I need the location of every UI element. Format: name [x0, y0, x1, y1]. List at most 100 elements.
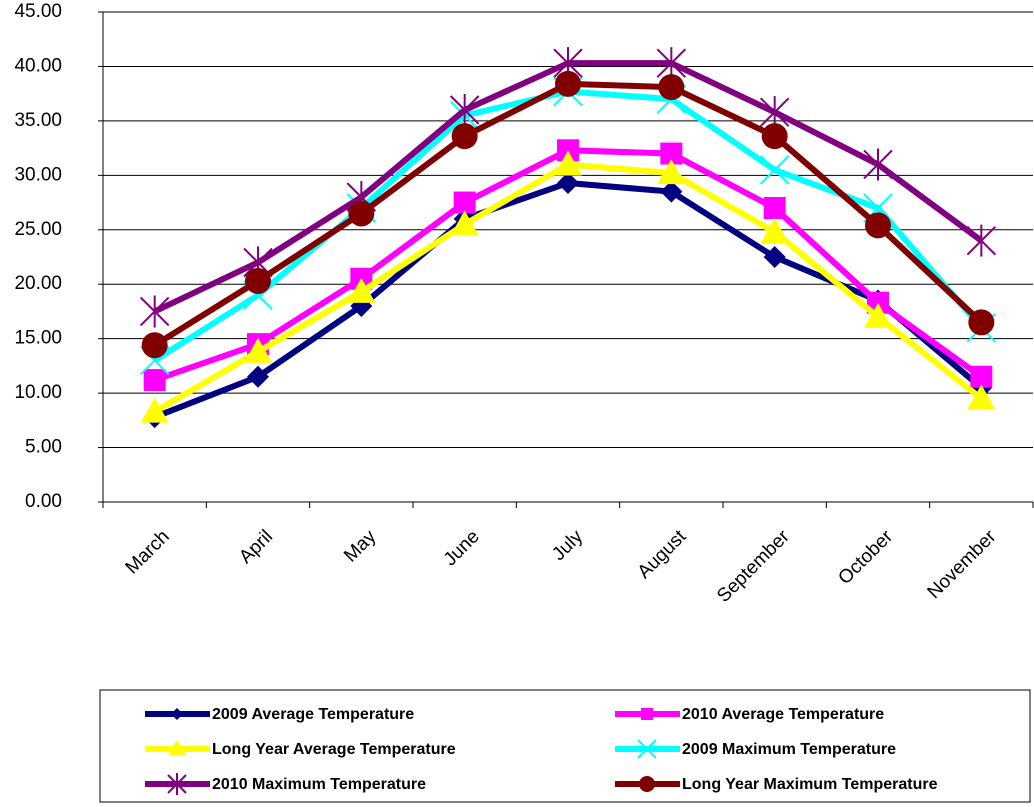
marker-shape [656, 47, 687, 80]
marker [555, 70, 581, 97]
marker-shape [863, 148, 893, 181]
marker [554, 150, 582, 176]
marker [970, 365, 993, 388]
x-tick-label: June [440, 526, 484, 570]
marker [637, 739, 657, 759]
marker-shape [763, 246, 786, 268]
y-tick-label: 20.00 [14, 273, 62, 294]
marker [867, 291, 889, 314]
x-tick-label: July [548, 526, 587, 565]
marker [140, 397, 169, 423]
marker [557, 139, 579, 162]
marker [761, 123, 788, 150]
x-tick-label: November [924, 526, 1001, 603]
marker-shape [660, 142, 683, 165]
x-tick-label: April [235, 526, 277, 568]
marker-shape [968, 309, 995, 336]
marker [139, 295, 170, 328]
series-line [153, 88, 984, 363]
marker [967, 384, 996, 410]
marker-shape [867, 291, 889, 314]
legend-label: Long Year Average Temperature [212, 741, 456, 758]
marker-shape [637, 739, 657, 759]
marker-shape [247, 365, 269, 388]
marker [141, 332, 168, 359]
marker [657, 159, 686, 185]
series-line [153, 80, 984, 348]
y-tick-label: 10.00 [14, 382, 62, 403]
marker [171, 708, 183, 720]
marker-shape [864, 302, 892, 328]
marker [763, 197, 786, 219]
marker-shape [761, 123, 788, 150]
marker [763, 246, 786, 268]
marker-shape [555, 70, 581, 97]
marker-shape [557, 171, 579, 194]
legend-box [99, 689, 1031, 803]
marker-shape [554, 150, 582, 176]
marker [656, 47, 687, 80]
legend-label: 2009 Maximum Temperature [682, 741, 896, 758]
marker-shape [763, 197, 786, 219]
marker [247, 365, 269, 388]
marker-shape [759, 96, 790, 129]
x-tick-label: May [340, 526, 381, 567]
legend-label: 2009 Average Temperature [212, 706, 414, 723]
marker [449, 94, 480, 126]
marker-shape [140, 397, 169, 423]
y-tick-label: 5.00 [25, 437, 62, 458]
y-tick-label: 0.00 [25, 491, 62, 512]
marker [451, 123, 478, 150]
y-tick-label: 25.00 [14, 219, 62, 240]
legend-label: 2010 Average Temperature [682, 706, 884, 723]
marker-shape [143, 369, 166, 392]
marker [347, 277, 376, 303]
marker-shape [244, 337, 272, 363]
marker-shape [168, 740, 186, 755]
marker-shape [759, 155, 790, 185]
marker [245, 267, 271, 294]
marker-shape [450, 210, 479, 236]
y-tick-label: 45.00 [14, 1, 62, 22]
marker [658, 74, 685, 101]
marker [557, 171, 579, 194]
marker-shape [449, 94, 480, 126]
y-tick-label: 40.00 [14, 55, 62, 76]
marker-shape [139, 295, 170, 328]
legend-label: Long Year Maximum Temperature [682, 776, 938, 793]
marker [244, 337, 272, 363]
marker-shape [171, 708, 183, 720]
marker-shape [245, 267, 271, 294]
x-tick-label: September [713, 526, 794, 607]
marker [143, 369, 166, 392]
marker [863, 148, 893, 181]
marker-shape [657, 159, 686, 185]
marker-shape [865, 212, 891, 239]
marker [865, 212, 891, 239]
marker-shape [970, 365, 993, 388]
marker [660, 142, 683, 165]
marker-shape [557, 139, 579, 162]
marker-shape [347, 277, 376, 303]
marker-shape [167, 773, 187, 795]
marker [759, 96, 790, 129]
marker-shape [760, 217, 789, 243]
marker [348, 200, 375, 227]
marker [450, 210, 479, 236]
marker [453, 191, 476, 214]
marker [641, 708, 653, 720]
marker [759, 155, 790, 185]
marker-shape [967, 384, 996, 410]
marker [168, 740, 186, 755]
marker-shape [660, 180, 683, 203]
marker [660, 180, 683, 203]
y-tick-label: 15.00 [14, 328, 62, 349]
legend-label: 2010 Maximum Temperature [212, 776, 426, 793]
marker [760, 217, 789, 243]
y-tick-label: 35.00 [14, 110, 62, 131]
marker-shape [453, 191, 476, 214]
marker-shape [966, 224, 997, 257]
marker-shape [451, 123, 478, 150]
marker-shape [658, 74, 685, 101]
